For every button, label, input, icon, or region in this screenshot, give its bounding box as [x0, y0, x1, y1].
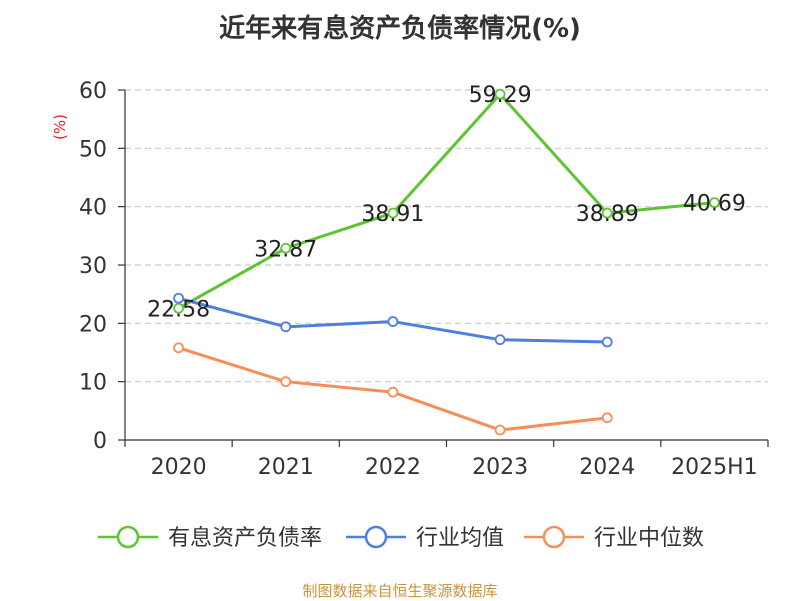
x-tick-label: 2021	[258, 455, 314, 480]
y-axis-label: (%)	[51, 114, 69, 140]
x-tick-label: 2022	[365, 455, 421, 480]
data-point	[709, 197, 720, 209]
data-point	[601, 336, 613, 348]
legend-marker	[542, 525, 566, 549]
data-label: 22.58	[147, 297, 210, 322]
data-point	[601, 207, 613, 219]
grid-lines	[125, 89, 768, 383]
data-label: 38.91	[361, 202, 424, 227]
x-tick-label: 2025H1	[671, 455, 758, 480]
data-point	[173, 302, 184, 314]
data-point	[387, 316, 399, 327]
data-label: 38.89	[576, 202, 639, 227]
data-point	[173, 342, 184, 354]
y-tick-label: 20	[79, 312, 107, 337]
x-tick-label: 2023	[472, 455, 528, 480]
data-label: 32.87	[254, 237, 317, 262]
chart-title: 近年来有息资产负债率情况(%)	[219, 14, 581, 44]
source-note: 制图数据来自恒生聚源数据库	[302, 582, 498, 600]
legend-marker	[364, 525, 388, 549]
data-point	[280, 321, 292, 333]
data-point	[280, 376, 292, 388]
y-tick-label: 50	[79, 137, 107, 162]
data-point	[173, 292, 184, 304]
data-labels: 22.58 32.87 38.91 59.29 38.89 40.69	[147, 83, 746, 322]
y-tick-label: 40	[79, 196, 107, 221]
legend-marker	[116, 525, 140, 549]
series-lines	[173, 88, 720, 436]
data-point	[601, 412, 613, 424]
y-tick-label: 60	[79, 79, 107, 104]
data-point	[387, 207, 399, 219]
axes: 0 10 20 30 40 50 60 2020 2021 2022 2023 2024 2025H1	[79, 79, 769, 480]
data-point	[494, 334, 506, 346]
data-point	[494, 424, 506, 436]
y-tick-label: 10	[79, 371, 107, 396]
data-point	[280, 242, 292, 254]
data-label: 40.69	[683, 192, 746, 217]
y-tick-label: 0	[93, 429, 107, 454]
legend-label: 行业中位数	[594, 526, 704, 551]
legend-label: 有息资产负债率	[168, 526, 322, 551]
data-label: 59.29	[469, 83, 532, 108]
x-tick-label: 2024	[579, 455, 635, 480]
data-point	[494, 88, 506, 100]
legend: 有息资产负债率 行业均值 行业中位数	[98, 525, 704, 551]
legend-label: 行业均值	[416, 526, 504, 551]
series-line-1	[177, 92, 715, 310]
x-tick-label: 2020	[151, 455, 207, 480]
y-tick-label: 30	[79, 254, 107, 279]
data-point	[387, 386, 399, 398]
